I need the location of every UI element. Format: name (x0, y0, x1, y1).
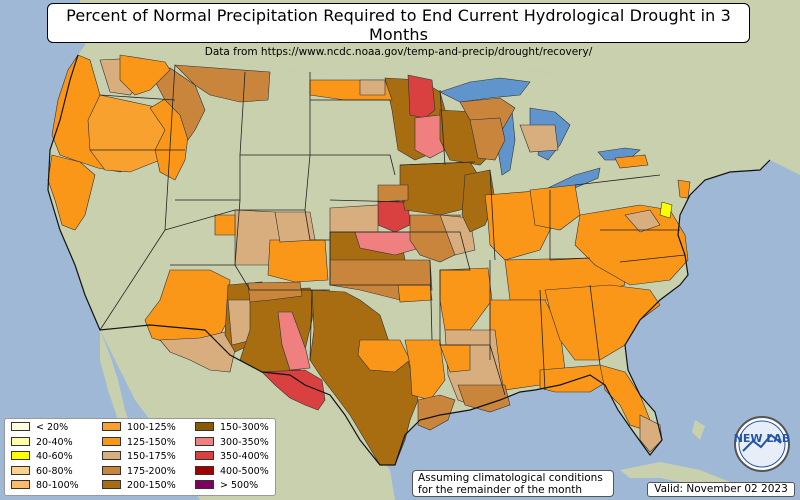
legend-swatch (102, 451, 121, 460)
legend-label: 175-200% (127, 466, 176, 477)
region-ne-tan (330, 205, 378, 232)
legend-item: 100-125% (102, 422, 176, 434)
legend-swatch (195, 451, 214, 460)
logo-text: NEW LAB (734, 432, 791, 445)
legend-swatch (102, 466, 121, 475)
chart-subtitle: Data from https://www.ncdc.noaa.gov/temp… (48, 46, 749, 58)
legend-item: 300-350% (195, 437, 269, 449)
region-co-tan (275, 212, 315, 242)
chart-title: Percent of Normal Precipitation Required… (48, 6, 749, 44)
legend-item: 350-400% (195, 451, 269, 463)
legend-swatch (195, 422, 214, 431)
legend-label: 40-60% (36, 451, 73, 462)
note-line-2: for the remainder of the month (418, 484, 608, 496)
legend-swatch (195, 466, 214, 475)
region-ny-east (678, 180, 690, 198)
region-mn-red (408, 75, 435, 118)
legend-swatch (11, 466, 30, 475)
legend-swatch (102, 480, 121, 489)
legend-swatch (195, 437, 214, 446)
legend-swatch (195, 480, 214, 489)
title-box: Percent of Normal Precipitation Required… (47, 3, 750, 43)
legend-item: 125-150% (102, 437, 176, 449)
legend-label: 300-350% (220, 437, 269, 448)
legend-swatch (11, 451, 30, 460)
region-co-orange (268, 240, 328, 282)
legend-item: < 20% (11, 422, 68, 434)
legend-item: 80-100% (11, 480, 79, 492)
legend-label: < 20% (36, 422, 68, 433)
legend-item: 40-60% (11, 451, 73, 463)
legend-label: 125-150% (127, 437, 176, 448)
legend-item: 175-200% (102, 466, 176, 478)
legend-item: 20-40% (11, 437, 73, 449)
legend-swatch (11, 480, 30, 489)
legend-item: > 500% (195, 480, 258, 492)
legend: < 20% 20-40% 40-60% 60-80% 80-100% 100-125% 12… (4, 418, 276, 496)
legend-swatch (11, 422, 30, 431)
region-ia-tan (378, 185, 408, 202)
legend-swatch (102, 422, 121, 431)
legend-label: 80-100% (36, 480, 79, 491)
valid-date: Valid: November 02 2023 (647, 482, 795, 497)
region-mt-tan (360, 80, 385, 95)
legend-label: 400-500% (220, 466, 269, 477)
legend-label: > 500% (220, 480, 258, 491)
new-lab-logo: NEW LAB (733, 415, 791, 473)
region-nv-orange (215, 215, 235, 235)
legend-swatch (11, 437, 30, 446)
assumption-note: Assuming climatological conditions for t… (412, 470, 614, 497)
legend-label: 60-80% (36, 466, 73, 477)
region-dc-yellow (660, 202, 672, 218)
legend-label: 150-300% (220, 422, 269, 433)
legend-item: 150-175% (102, 451, 176, 463)
legend-label: 20-40% (36, 437, 73, 448)
legend-swatch (102, 437, 121, 446)
legend-label: 150-175% (127, 451, 176, 462)
legend-label: 100-125% (127, 422, 176, 433)
legend-label: 200-150% (127, 480, 176, 491)
legend-item: 200-150% (102, 480, 176, 492)
note-line-1: Assuming climatological conditions (418, 472, 608, 484)
region-ok-orange (398, 285, 432, 302)
legend-item: 150-300% (195, 422, 269, 434)
legend-label: 350-400% (220, 451, 269, 462)
legend-item: 400-500% (195, 466, 269, 478)
legend-item: 60-80% (11, 466, 73, 478)
